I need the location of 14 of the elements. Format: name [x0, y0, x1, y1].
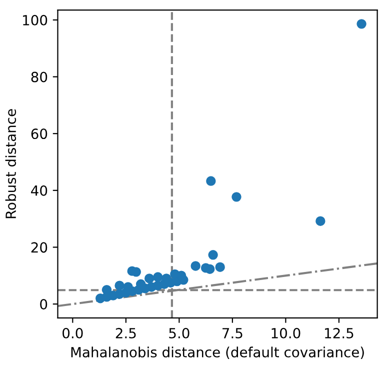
y-tick-label: 100	[23, 14, 48, 26]
x-tick-label: 12.5	[325, 328, 354, 338]
y-tick-label: 40	[31, 185, 48, 196]
x-tick-label: 5.0	[169, 328, 190, 338]
x-tick-label: 2.5	[116, 328, 136, 338]
x-tick-label: 7.5	[222, 328, 242, 338]
x-tick-label: 0.0	[62, 328, 83, 338]
y-tick-label: 80	[31, 72, 48, 82]
y-tick-label: 60	[31, 128, 48, 140]
x-tick-label: 10.0	[272, 328, 300, 338]
x-axis-title: Mahalanobis distance (default covariance)	[71, 346, 364, 360]
y-axis-title: Robust distance	[5, 109, 16, 218]
y-tick-label: 20	[31, 242, 48, 253]
y-tick-label: 0	[40, 298, 48, 310]
